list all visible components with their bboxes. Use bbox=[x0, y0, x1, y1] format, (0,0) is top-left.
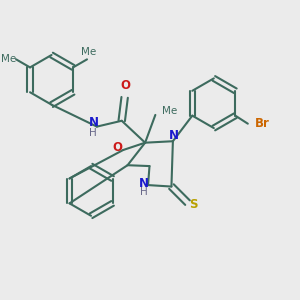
Text: H: H bbox=[140, 187, 148, 196]
Text: O: O bbox=[120, 79, 130, 92]
Text: H: H bbox=[88, 128, 96, 138]
Text: Me: Me bbox=[81, 47, 96, 57]
Text: Br: Br bbox=[254, 117, 269, 130]
Text: N: N bbox=[139, 177, 149, 190]
Text: N: N bbox=[169, 130, 179, 142]
Text: Me: Me bbox=[162, 106, 177, 116]
Text: N: N bbox=[89, 116, 99, 129]
Text: O: O bbox=[112, 141, 122, 154]
Text: Me: Me bbox=[1, 54, 16, 64]
Text: S: S bbox=[189, 198, 198, 211]
